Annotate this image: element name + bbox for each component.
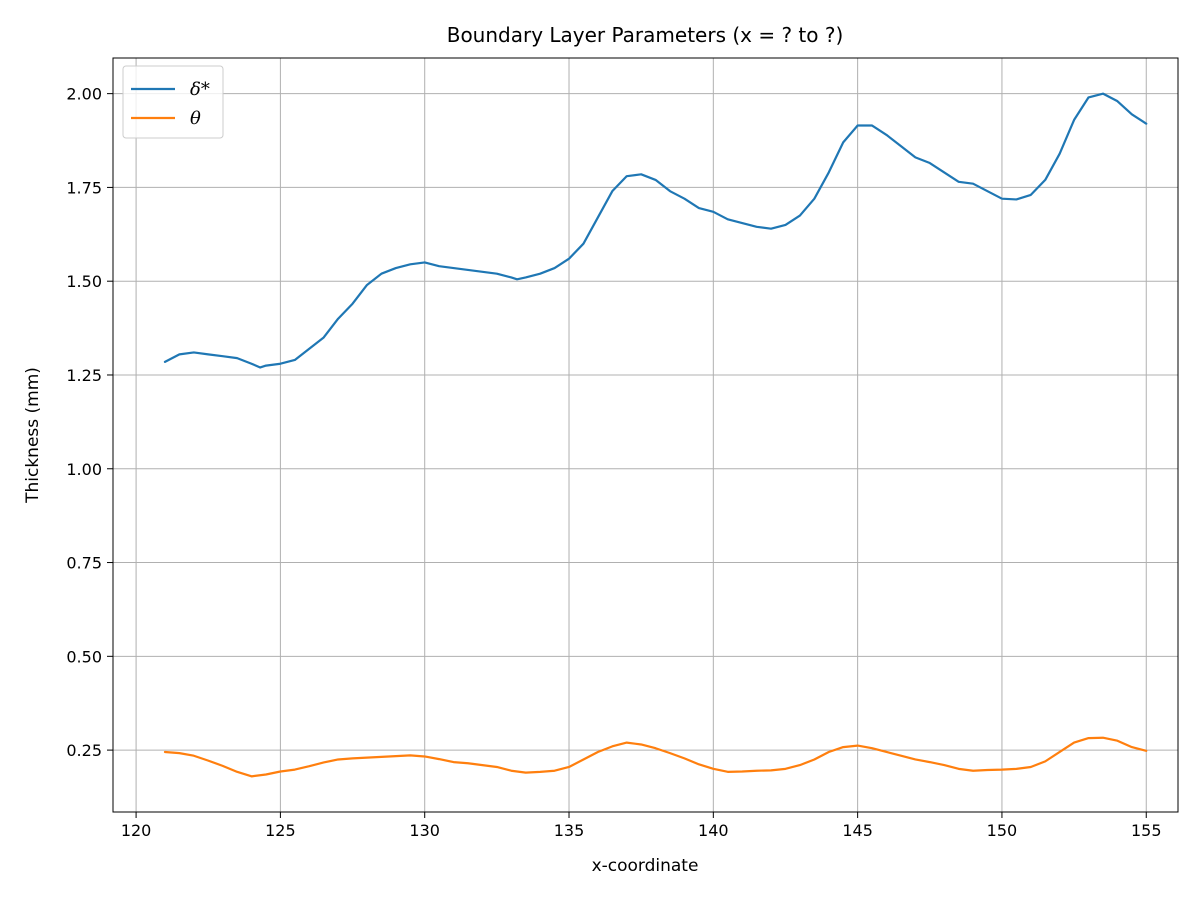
y-tick-label: 1.00 [66,460,102,479]
y-tick-label: 1.25 [66,366,102,385]
y-tick-label: 0.25 [66,741,102,760]
legend-label-delta-star: δ* [190,79,210,100]
legend-box [122,65,224,139]
legend: δ* θ [122,65,224,139]
x-axis-title: x-coordinate [592,856,699,876]
y-axis: 0.25 0.50 0.75 1.00 1.25 1.50 1.75 2.00 [66,85,113,760]
y-tick-label: 0.75 [66,554,102,573]
y-tick-label: 2.00 [66,85,102,104]
y-axis-title: Thickness (mm) [23,367,43,504]
x-tick-label: 120 [121,821,152,840]
x-tick-label: 125 [265,821,296,840]
y-tick-label: 1.75 [66,178,102,197]
x-tick-label: 145 [842,821,873,840]
grid [113,58,1178,812]
y-tick-label: 0.50 [66,647,102,666]
x-tick-label: 135 [554,821,585,840]
series-line-theta [163,736,1148,778]
series-line-delta-star [163,92,1148,369]
legend-label-theta: θ [190,108,201,129]
x-tick-label: 140 [698,821,729,840]
plot-frame [112,57,1179,813]
x-tick-label: 150 [987,821,1018,840]
x-tick-label: 155 [1131,821,1162,840]
chart-title: Boundary Layer Parameters (x = ? to ?) [447,23,844,47]
x-axis: 120 125 130 135 140 145 150 155 [121,812,1162,840]
y-tick-label: 1.50 [66,272,102,291]
series-layer [163,92,1148,778]
x-tick-label: 130 [409,821,440,840]
